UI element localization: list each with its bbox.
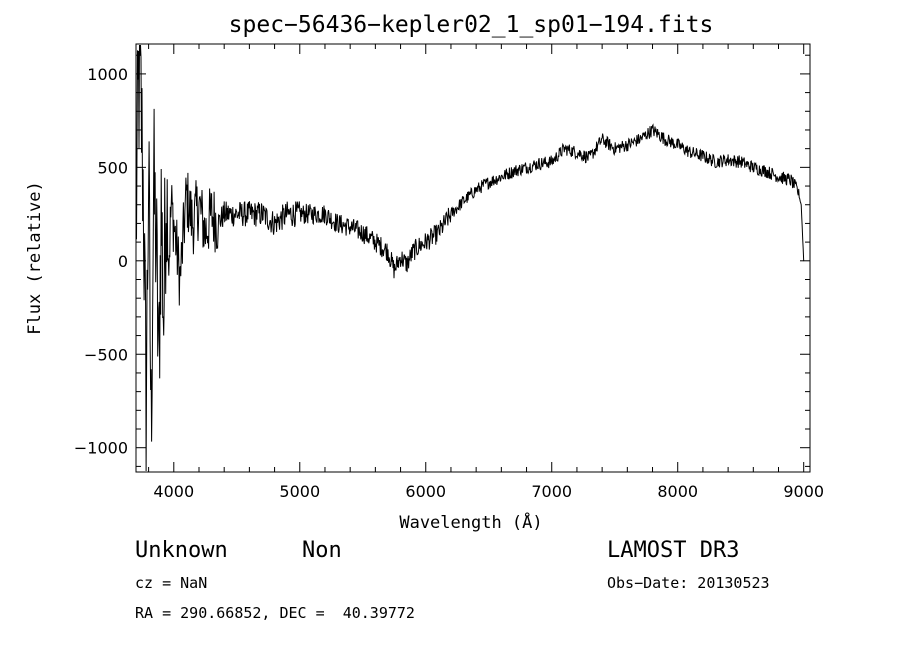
x-tick-labels: 4000 5000 6000 7000 8000 9000 bbox=[153, 482, 824, 501]
y-tick-labels: −1000 −500 0 500 1000 bbox=[74, 65, 128, 458]
x-tick-label: 7000 bbox=[531, 482, 572, 501]
y-tick-label: 0 bbox=[118, 252, 128, 271]
x-tick-label: 5000 bbox=[279, 482, 320, 501]
x-tick-label: 8000 bbox=[657, 482, 698, 501]
y-tick-label: −500 bbox=[84, 345, 128, 364]
y-tick-label: 500 bbox=[97, 158, 128, 177]
y-axis-label: Flux (relative) bbox=[25, 181, 45, 335]
x-tick-label: 9000 bbox=[783, 482, 824, 501]
chart-title: spec−56436−kepler02_1_sp01−194.fits bbox=[229, 12, 714, 38]
spectrum-line bbox=[135, 44, 805, 472]
x-tick-label: 4000 bbox=[153, 482, 194, 501]
plot-frame bbox=[135, 43, 811, 473]
survey-name: LAMOST DR3 bbox=[607, 538, 740, 563]
x-tick-label: 6000 bbox=[405, 482, 446, 501]
observation-date: Obs−Date: 20130523 bbox=[607, 574, 770, 592]
y-tick-label: 1000 bbox=[87, 65, 128, 84]
x-axis-label: Wavelength (Å) bbox=[399, 511, 542, 533]
coordinates: RA = 290.66852, DEC = 40.39772 bbox=[135, 604, 415, 622]
object-class: Unknown bbox=[135, 538, 228, 563]
object-subclass: Non bbox=[302, 538, 342, 563]
axis-ticks bbox=[136, 44, 810, 472]
y-tick-label: −1000 bbox=[74, 439, 128, 458]
redshift-cz: cz = NaN bbox=[135, 574, 208, 592]
